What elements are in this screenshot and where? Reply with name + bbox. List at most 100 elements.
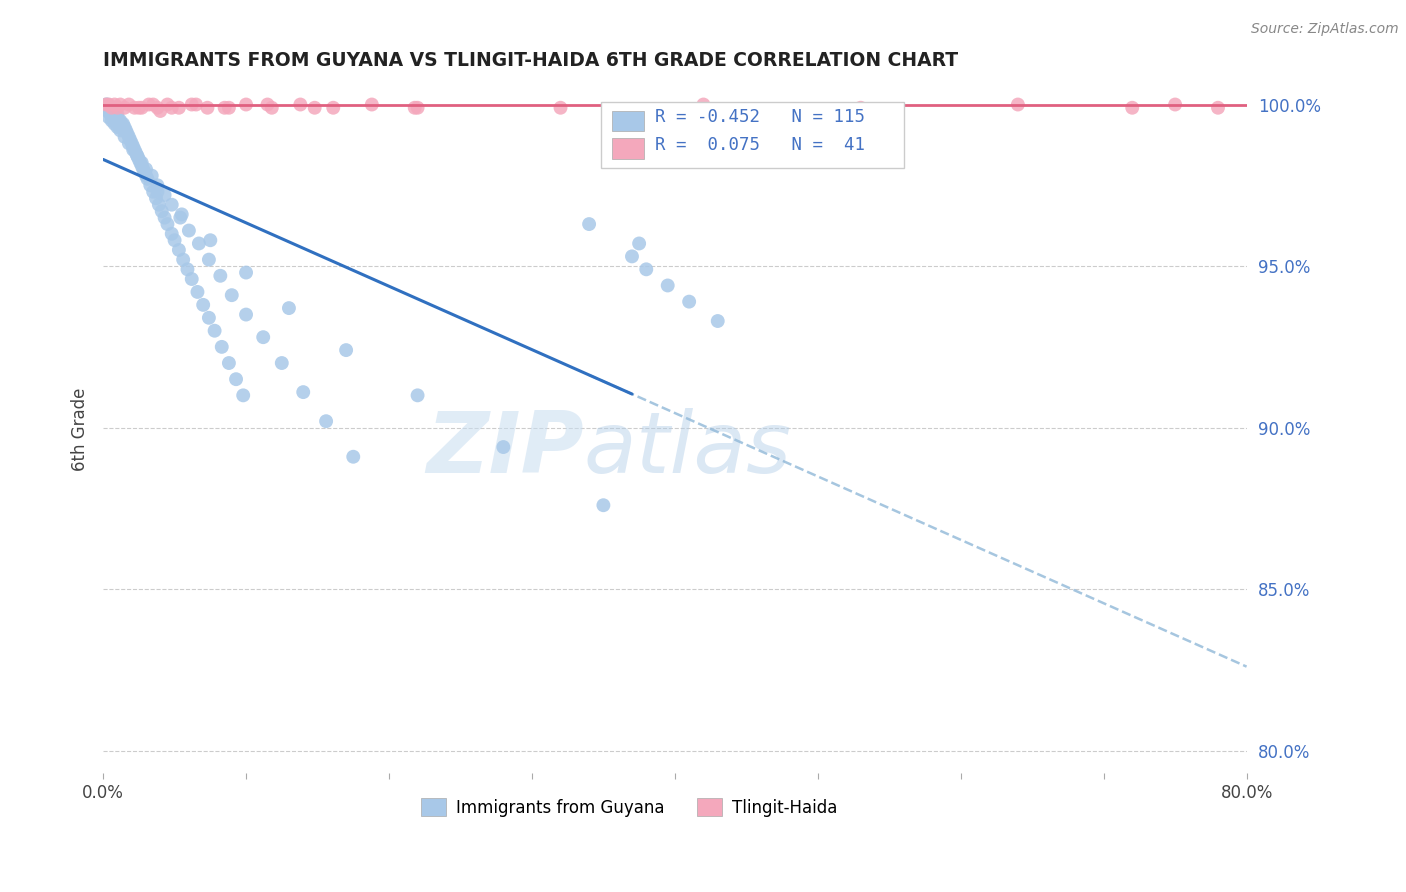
Text: atlas: atlas bbox=[583, 409, 792, 491]
Point bbox=[101, 107, 124, 121]
Point bbox=[578, 217, 600, 231]
Point bbox=[114, 129, 136, 144]
Point bbox=[200, 233, 222, 247]
Point bbox=[124, 101, 146, 115]
Point bbox=[103, 111, 125, 125]
Point bbox=[156, 97, 179, 112]
Point bbox=[342, 450, 364, 464]
Text: R =  0.075   N =  41: R = 0.075 N = 41 bbox=[655, 136, 866, 154]
Point bbox=[211, 340, 233, 354]
Point bbox=[121, 136, 143, 151]
Point bbox=[167, 101, 190, 115]
Point bbox=[127, 149, 149, 163]
Point bbox=[214, 101, 236, 115]
Point bbox=[135, 169, 157, 183]
Point bbox=[107, 101, 129, 115]
Point bbox=[110, 123, 132, 137]
Point bbox=[620, 249, 643, 263]
Point bbox=[145, 191, 167, 205]
Point bbox=[96, 101, 118, 115]
Point bbox=[118, 136, 141, 151]
Point bbox=[184, 97, 207, 112]
Point bbox=[209, 268, 232, 283]
Point bbox=[235, 308, 257, 322]
Point bbox=[198, 252, 221, 267]
Point bbox=[176, 262, 198, 277]
Point bbox=[278, 301, 301, 315]
Point bbox=[107, 107, 129, 121]
Point bbox=[692, 97, 714, 112]
Point bbox=[100, 103, 122, 118]
Point bbox=[292, 385, 315, 400]
Point bbox=[129, 155, 152, 169]
Point bbox=[127, 149, 149, 163]
Point bbox=[142, 97, 165, 112]
Point bbox=[160, 101, 183, 115]
Point bbox=[128, 101, 150, 115]
Point bbox=[120, 133, 142, 147]
Point bbox=[150, 204, 173, 219]
Point bbox=[406, 388, 429, 402]
Point bbox=[146, 185, 169, 199]
Point bbox=[125, 146, 148, 161]
Point bbox=[335, 343, 357, 357]
Point bbox=[221, 288, 243, 302]
Point bbox=[100, 113, 122, 128]
Point bbox=[128, 153, 150, 167]
Point bbox=[180, 97, 202, 112]
Point bbox=[146, 178, 169, 193]
Point bbox=[148, 197, 170, 211]
Point bbox=[118, 129, 141, 144]
Point bbox=[225, 372, 247, 386]
Point bbox=[114, 123, 136, 137]
Point bbox=[322, 101, 344, 115]
Point bbox=[112, 120, 135, 135]
Point bbox=[657, 278, 679, 293]
Point bbox=[160, 197, 183, 211]
Point bbox=[550, 101, 572, 115]
Point bbox=[628, 236, 651, 251]
Point bbox=[636, 262, 658, 277]
Text: IMMIGRANTS FROM GUYANA VS TLINGIT-HAIDA 6TH GRADE CORRELATION CHART: IMMIGRANTS FROM GUYANA VS TLINGIT-HAIDA … bbox=[103, 51, 959, 70]
Point bbox=[186, 285, 208, 299]
Point bbox=[1250, 97, 1272, 112]
Point bbox=[104, 113, 127, 128]
Point bbox=[193, 298, 215, 312]
FancyBboxPatch shape bbox=[612, 138, 644, 159]
Point bbox=[103, 103, 125, 118]
Point bbox=[146, 101, 169, 115]
Point bbox=[100, 101, 122, 115]
Point bbox=[94, 101, 117, 115]
Point bbox=[108, 117, 131, 131]
Point bbox=[118, 97, 141, 112]
Point bbox=[122, 143, 145, 157]
Point bbox=[252, 330, 274, 344]
Point bbox=[135, 162, 157, 177]
Point bbox=[124, 143, 146, 157]
Point bbox=[160, 227, 183, 241]
Point bbox=[136, 171, 159, 186]
Point bbox=[1164, 97, 1187, 112]
Point bbox=[101, 111, 124, 125]
Point bbox=[315, 414, 337, 428]
Point bbox=[198, 310, 221, 325]
Point bbox=[1121, 101, 1143, 115]
Point bbox=[170, 207, 193, 221]
Point bbox=[235, 266, 257, 280]
Point bbox=[117, 127, 139, 141]
Point bbox=[103, 107, 125, 121]
Point bbox=[110, 97, 132, 112]
Point bbox=[98, 103, 121, 118]
Point bbox=[197, 101, 219, 115]
Point bbox=[97, 101, 120, 115]
Point bbox=[141, 169, 163, 183]
Point bbox=[290, 97, 312, 112]
Point bbox=[235, 97, 257, 112]
FancyBboxPatch shape bbox=[612, 111, 644, 131]
Y-axis label: 6th Grade: 6th Grade bbox=[72, 388, 89, 471]
Point bbox=[94, 97, 117, 112]
Point bbox=[492, 440, 515, 454]
Point bbox=[108, 113, 131, 128]
Text: Source: ZipAtlas.com: Source: ZipAtlas.com bbox=[1251, 22, 1399, 37]
Point bbox=[1206, 101, 1229, 115]
